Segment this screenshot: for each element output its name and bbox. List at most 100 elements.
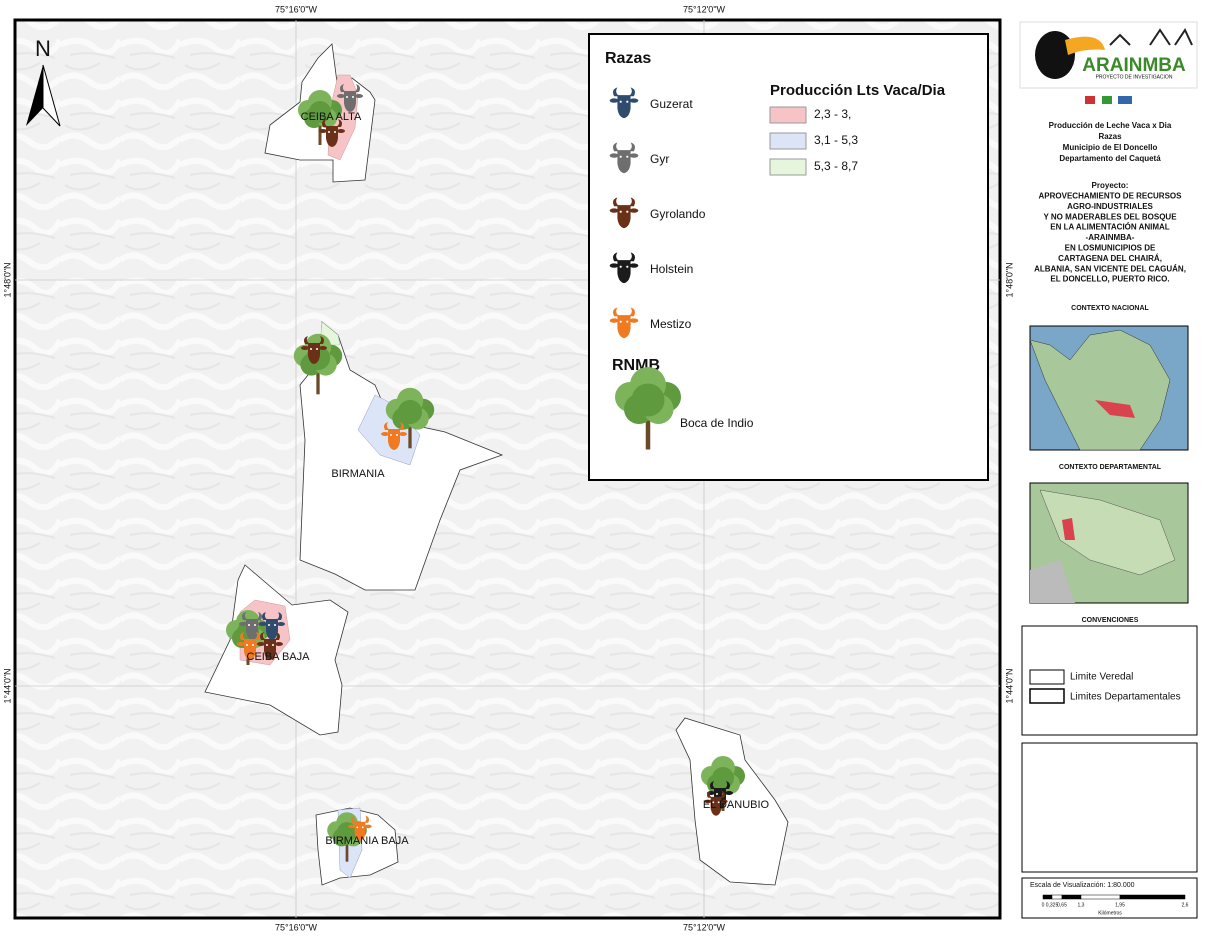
cow-eye bbox=[268, 624, 270, 626]
cow-head bbox=[308, 343, 320, 364]
cow-horns bbox=[710, 781, 730, 789]
logo-beak bbox=[1065, 36, 1105, 55]
cow-eye bbox=[396, 434, 398, 436]
cow-head bbox=[617, 260, 631, 284]
tree-trunk bbox=[345, 836, 349, 862]
scale-tick: 1,95 bbox=[1115, 902, 1125, 908]
tree-icon bbox=[615, 367, 681, 450]
logo-subtitle: PROYECTO DE INVESTIGACION bbox=[1096, 74, 1173, 80]
cow-ear bbox=[609, 208, 619, 213]
cow-horns bbox=[242, 612, 262, 620]
cow-eye bbox=[717, 801, 720, 804]
cow-ear bbox=[237, 642, 245, 646]
legend-label: 2,3 - 3, bbox=[814, 107, 851, 121]
coord-label: 75°12'0"W bbox=[683, 922, 726, 932]
logo-text: ARAINMBA bbox=[1082, 55, 1186, 76]
cow-horns bbox=[613, 307, 635, 317]
cow-eye bbox=[619, 265, 622, 268]
scale-label: Escala de Visualización: 1:80.000 bbox=[1030, 882, 1135, 889]
cow-horns bbox=[260, 632, 280, 640]
cow-ear bbox=[725, 791, 733, 795]
cow-horns bbox=[613, 87, 635, 97]
cow-eye bbox=[266, 644, 268, 646]
legend-label: Mestizo bbox=[650, 317, 692, 331]
cow-ear bbox=[629, 98, 639, 103]
coord-label: 1°44'0"N bbox=[1004, 668, 1014, 703]
project-text: EN LA ALIMENTACIÓN ANIMAL bbox=[1050, 223, 1170, 232]
cow-ear bbox=[355, 94, 363, 98]
cow-eye bbox=[626, 210, 629, 213]
cow-horns bbox=[613, 142, 635, 152]
scale-tick: 2,6 bbox=[1182, 902, 1189, 908]
legend-label: Gyr bbox=[650, 152, 669, 166]
cow-horns bbox=[613, 252, 635, 262]
tree-crown bbox=[712, 767, 734, 789]
cow-eye bbox=[626, 265, 629, 268]
cow-icon bbox=[259, 612, 285, 640]
legend-label: Guzerat bbox=[650, 97, 693, 111]
coord-label: 1°48'0"N bbox=[2, 262, 12, 297]
cow-eye bbox=[252, 644, 254, 646]
cow-head bbox=[326, 126, 338, 147]
cow-ear bbox=[704, 799, 712, 804]
cow-eye bbox=[310, 348, 312, 350]
section-title: CONTEXTO DEPARTAMENTAL bbox=[1059, 464, 1162, 471]
cow-icon bbox=[704, 790, 728, 816]
project-text: EL DONCELLO, PUERTO RICO. bbox=[1050, 275, 1169, 284]
scale-segment bbox=[1080, 894, 1121, 900]
panel-title: Producción de Leche Vaca x Dia bbox=[1049, 121, 1172, 130]
scale-tick: 0,325 bbox=[1046, 902, 1059, 908]
tree-crown bbox=[309, 101, 331, 123]
cow-horns bbox=[240, 632, 260, 640]
cow-horns bbox=[304, 336, 324, 344]
project-text: EN LOSMUNICIPIOS DE bbox=[1065, 244, 1156, 253]
legend-swatch bbox=[769, 158, 807, 176]
cow-eye bbox=[316, 348, 318, 350]
cow-icon bbox=[609, 307, 639, 339]
coord-label: 75°16'0"W bbox=[275, 922, 318, 932]
scale-segment bbox=[1061, 894, 1082, 900]
cow-eye bbox=[626, 155, 629, 158]
vereda bbox=[675, 717, 789, 886]
cow-eye bbox=[716, 793, 718, 795]
tree-icon bbox=[298, 90, 342, 145]
cow-horns bbox=[322, 119, 342, 127]
cow-eye bbox=[274, 624, 276, 626]
cow-ear bbox=[720, 799, 728, 804]
logo-small bbox=[1118, 96, 1132, 104]
legend-title: Producción Lts Vaca/Dia bbox=[770, 82, 946, 99]
convention-label: Limite Veredal bbox=[1070, 672, 1133, 683]
cow-icon bbox=[609, 197, 639, 229]
cow-head bbox=[617, 315, 631, 339]
cow-eye bbox=[390, 434, 392, 436]
project-text: ALBANIA, SAN VICENTE DEL CAGUÁN, bbox=[1034, 264, 1186, 273]
cow-head bbox=[246, 619, 258, 640]
legend-label: Gyrolando bbox=[650, 207, 706, 221]
cow-ear bbox=[629, 208, 639, 213]
cow-ear bbox=[381, 432, 389, 436]
departmental-highlight bbox=[1062, 518, 1075, 540]
cow-ear bbox=[239, 622, 247, 626]
cow-icon bbox=[609, 252, 639, 284]
cow-eye bbox=[328, 131, 330, 133]
cow-ear bbox=[301, 346, 309, 350]
project-text: CARTAGENA DEL CHAIRÁ, bbox=[1058, 254, 1162, 263]
panel-title: Departamento del Caquetá bbox=[1059, 154, 1161, 163]
cow-horns bbox=[262, 612, 282, 620]
cow-eye bbox=[346, 96, 348, 98]
cow-ear bbox=[609, 263, 619, 268]
cow-ear bbox=[364, 824, 372, 829]
project-text: Proyecto: bbox=[1092, 181, 1129, 190]
project-text: AGRO-INDUSTRIALES bbox=[1067, 202, 1153, 211]
cow-eye bbox=[619, 155, 622, 158]
cow-icon bbox=[609, 142, 639, 174]
cow-ear bbox=[259, 622, 267, 626]
cow-eye bbox=[626, 100, 629, 103]
national-highlight bbox=[1095, 400, 1135, 418]
cow-eye bbox=[272, 644, 274, 646]
scale-tick: 0,65 bbox=[1057, 902, 1067, 908]
panel-title: Municipio de El Doncello bbox=[1063, 143, 1158, 152]
cow-head bbox=[617, 95, 631, 119]
cow-ear bbox=[257, 642, 265, 646]
cow-ear bbox=[629, 318, 639, 323]
